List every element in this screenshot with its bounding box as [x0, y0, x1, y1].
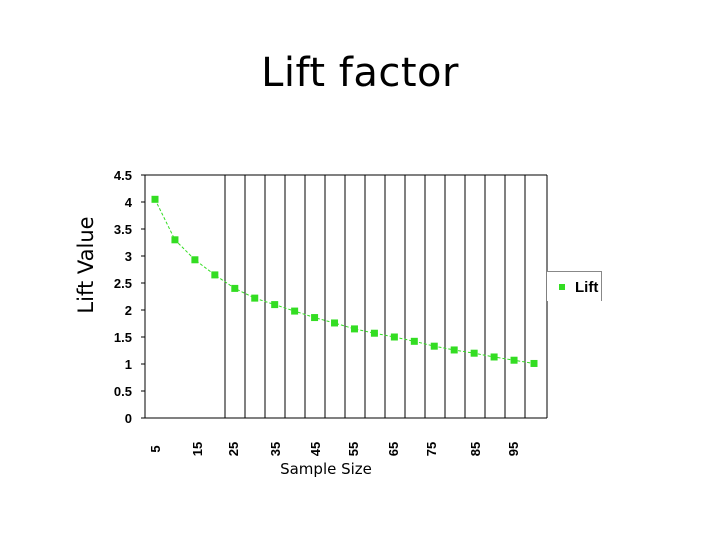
- grid-lines: [224, 175, 526, 418]
- data-point: [151, 195, 159, 203]
- legend: Lift: [547, 271, 602, 301]
- data-point: [530, 359, 538, 367]
- y-tick-label: 0.5: [114, 384, 132, 399]
- x-tick-label: 85: [468, 442, 483, 456]
- data-point: [370, 329, 378, 337]
- legend-label: Lift: [575, 279, 599, 296]
- data-point: [430, 342, 438, 350]
- data-point: [251, 294, 259, 302]
- data-point: [390, 333, 398, 341]
- axes: [141, 174, 548, 419]
- series-lift: [151, 195, 538, 367]
- data-point: [331, 319, 339, 327]
- y-tick-label: 4.5: [114, 168, 132, 183]
- y-tick-label: 3.5: [114, 222, 132, 237]
- x-tick-label: 5: [148, 445, 163, 452]
- data-point: [490, 353, 498, 361]
- data-point: [350, 325, 358, 333]
- x-tick-label: 25: [226, 442, 241, 456]
- x-tick-label: 45: [308, 442, 323, 456]
- legend-swatch: [559, 284, 565, 290]
- data-point: [171, 236, 179, 244]
- x-tick-label: 35: [268, 442, 283, 456]
- y-tick-label: 4: [125, 195, 133, 210]
- data-point: [470, 349, 478, 357]
- x-tick-label: 65: [386, 442, 401, 456]
- data-point: [231, 284, 239, 292]
- data-point: [191, 256, 199, 264]
- x-tick-label: 55: [346, 442, 361, 456]
- y-tick-label: 1: [125, 357, 132, 372]
- data-point: [510, 356, 518, 364]
- data-point: [410, 337, 418, 345]
- y-tick-label: 1.5: [114, 330, 132, 345]
- data-point: [271, 301, 279, 309]
- data-point: [291, 307, 299, 315]
- x-tick-label: 15: [190, 442, 205, 456]
- y-tick-label: 2.5: [114, 276, 132, 291]
- data-point: [450, 346, 458, 354]
- y-tick-label: 2: [125, 303, 132, 318]
- data-point: [311, 314, 319, 322]
- x-tick-label: 75: [424, 442, 439, 456]
- data-point: [211, 271, 219, 279]
- x-tick-labels: 5 15 25 35 45 55 65 75 85 95: [148, 442, 521, 456]
- y-tick-label: 3: [125, 249, 132, 264]
- x-axis-title: Sample Size: [280, 460, 372, 478]
- y-tick-label: 0: [125, 411, 132, 426]
- chart-title: Lift factor: [261, 50, 459, 96]
- y-tick-labels: 0 0.5 1 1.5 2 2.5 3 3.5 4 4.5: [114, 168, 133, 426]
- x-tick-label: 95: [506, 442, 521, 456]
